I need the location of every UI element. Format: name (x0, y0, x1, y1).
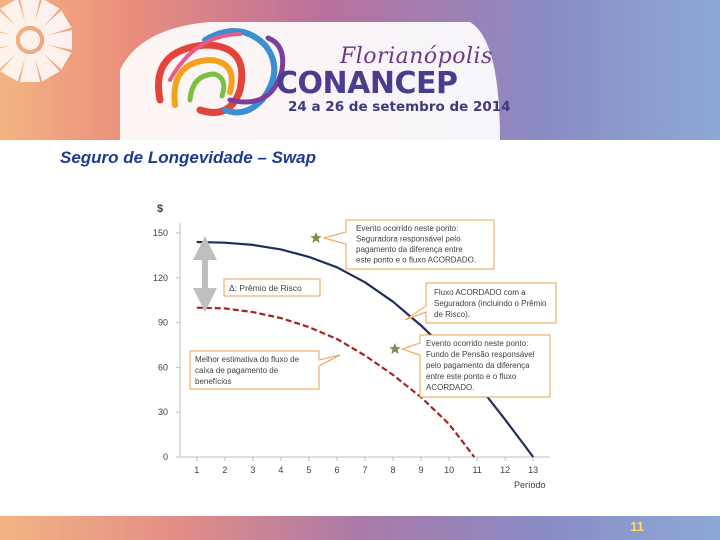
x-tick-label: 2 (222, 465, 227, 475)
x-tick-label: 11 (472, 465, 481, 475)
sunburst-logo-icon (0, 0, 72, 82)
agreed-flow-box (425, 282, 557, 324)
fund-event-pointer (400, 342, 421, 356)
y-tick-label: 90 (158, 318, 168, 328)
y-tick-label: 60 (158, 362, 168, 372)
insurer-event-text: Evento ocorrido neste ponto: Seguradora … (356, 224, 476, 265)
y-tick-label: 120 (153, 273, 168, 283)
x-tick-label: 10 (444, 465, 454, 475)
x-axis-label: Período (514, 480, 546, 490)
header-artwork (0, 0, 500, 140)
brand-name: CONANCEP (276, 66, 458, 101)
x-tick-label: 4 (278, 465, 283, 475)
x-tick-label: 9 (419, 465, 424, 475)
premium-callout-text: Δ: Prêmio de Risco (229, 283, 302, 293)
best-estimate-text: Melhor estimativa do fluxo de caixa de p… (195, 355, 301, 386)
swirl-emblem-icon (155, 28, 286, 116)
x-tick-label: 8 (391, 465, 396, 475)
fund-event-text: Evento ocorrido neste ponto: Fundo de Pe… (426, 339, 537, 392)
x-tick-label: 3 (250, 465, 255, 475)
footer-bar (0, 516, 720, 540)
x-tick-label: 5 (306, 465, 311, 475)
agreed-flow-pointer (404, 305, 427, 321)
best-estimate-pointer (318, 354, 341, 367)
y-tick-label: 0 (163, 452, 168, 462)
agreed-flow-text: Fluxo ACORDADO com a Seguradora (incluin… (434, 288, 549, 319)
x-tick-label: 13 (528, 465, 538, 475)
best-estimate-box (189, 350, 320, 390)
brand-dates: 24 a 26 de setembro de 2014 (288, 99, 511, 115)
slide-title: Seguro de Longevidade – Swap (60, 148, 316, 167)
y-axis-label: $ (157, 203, 163, 215)
insurer-event-pointer (322, 231, 347, 245)
premium-callout-box (223, 278, 321, 297)
y-tick-label: 150 (153, 228, 168, 238)
event-star-icon (310, 232, 322, 243)
x-tick-label: 1 (194, 465, 199, 475)
brand-city: Florianópolis (340, 44, 493, 69)
x-tick-label: 7 (362, 465, 367, 475)
page-number: 11 (630, 519, 644, 534)
best-estimate-line (196, 306, 476, 458)
insurer-event-box (345, 219, 495, 270)
x-tick-label: 12 (500, 465, 510, 475)
y-tick-label: 30 (158, 407, 168, 417)
event-star-icon (389, 343, 401, 354)
fund-event-box (419, 334, 551, 398)
x-tick-label: 6 (334, 465, 339, 475)
